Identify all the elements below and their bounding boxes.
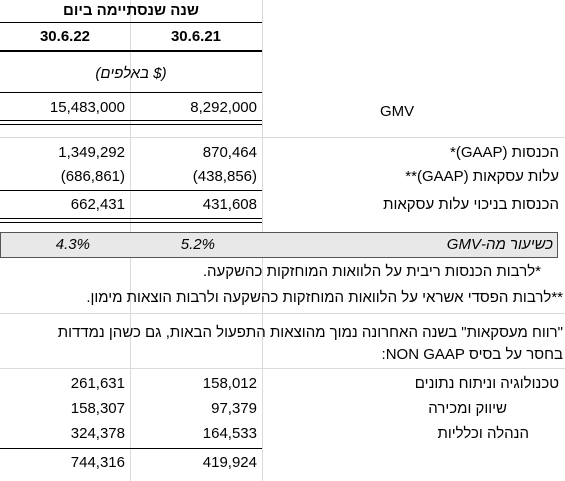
border [0, 448, 262, 449]
cell: (438,856) [192, 168, 257, 185]
header-title: שנה שנסתיימה ביום [63, 2, 199, 19]
cell: 164,533 [202, 425, 257, 442]
note: *לרבות הכנסות ריבית על הלוואות המוחזקות … [202, 263, 541, 280]
cell: 662,431 [70, 196, 125, 213]
border [0, 22, 262, 23]
paragraph-line: "רווח מעסקאות" בשנה האחרונה נמוך מהוצאות… [57, 324, 563, 341]
row-label: הכנסות בניכוי עלות עסקאות [383, 196, 559, 213]
column-header: 30.6.21 [170, 28, 222, 45]
cell: 261,631 [70, 375, 125, 392]
cell: 419,924 [202, 454, 257, 471]
cell: 97,379 [211, 400, 257, 417]
cell-border [0, 313, 565, 314]
row-label: GMV [380, 103, 415, 120]
cell: 5.2% [180, 236, 215, 253]
border [0, 222, 262, 223]
unit: ($ באלפים) [95, 65, 167, 82]
border [0, 218, 262, 219]
cell-border [0, 137, 565, 138]
cell: 1,349,292 [58, 144, 125, 161]
cell: 4.3% [55, 236, 90, 253]
cell: 158,012 [202, 375, 257, 392]
border [0, 92, 262, 93]
highlight-row [0, 232, 558, 258]
row-label: שיווק ומכירה [428, 400, 507, 417]
border [0, 190, 262, 191]
cell: 15,483,000 [49, 99, 125, 116]
row-label: עלות עסקאות (GAAP)** [405, 168, 559, 185]
border [0, 120, 262, 121]
row-label: הנהלה וכלליות [437, 425, 529, 442]
paragraph-line: בחסר על בסיס NON GAAP: [381, 346, 563, 363]
cell: (686,861) [60, 168, 125, 185]
cell: 744,316 [70, 454, 125, 471]
cell: 158,307 [70, 400, 125, 417]
cell: 431,608 [202, 196, 257, 213]
border [0, 124, 262, 125]
note: **לרבות הפסדי אשראי על הלוואות המוחזקות … [86, 289, 563, 306]
row-label: הכנסות (GAAP)* [449, 144, 559, 161]
border [0, 50, 262, 52]
cell-border [0, 368, 565, 369]
cell: 8,292,000 [190, 99, 257, 116]
row-label: כשיעור מה-GMV [446, 236, 553, 253]
column-header: 30.6.22 [39, 28, 91, 45]
cell: 870,464 [202, 144, 257, 161]
row-label: טכנולוגיה וניתוח נתונים [414, 375, 559, 392]
cell: 324,378 [70, 425, 125, 442]
